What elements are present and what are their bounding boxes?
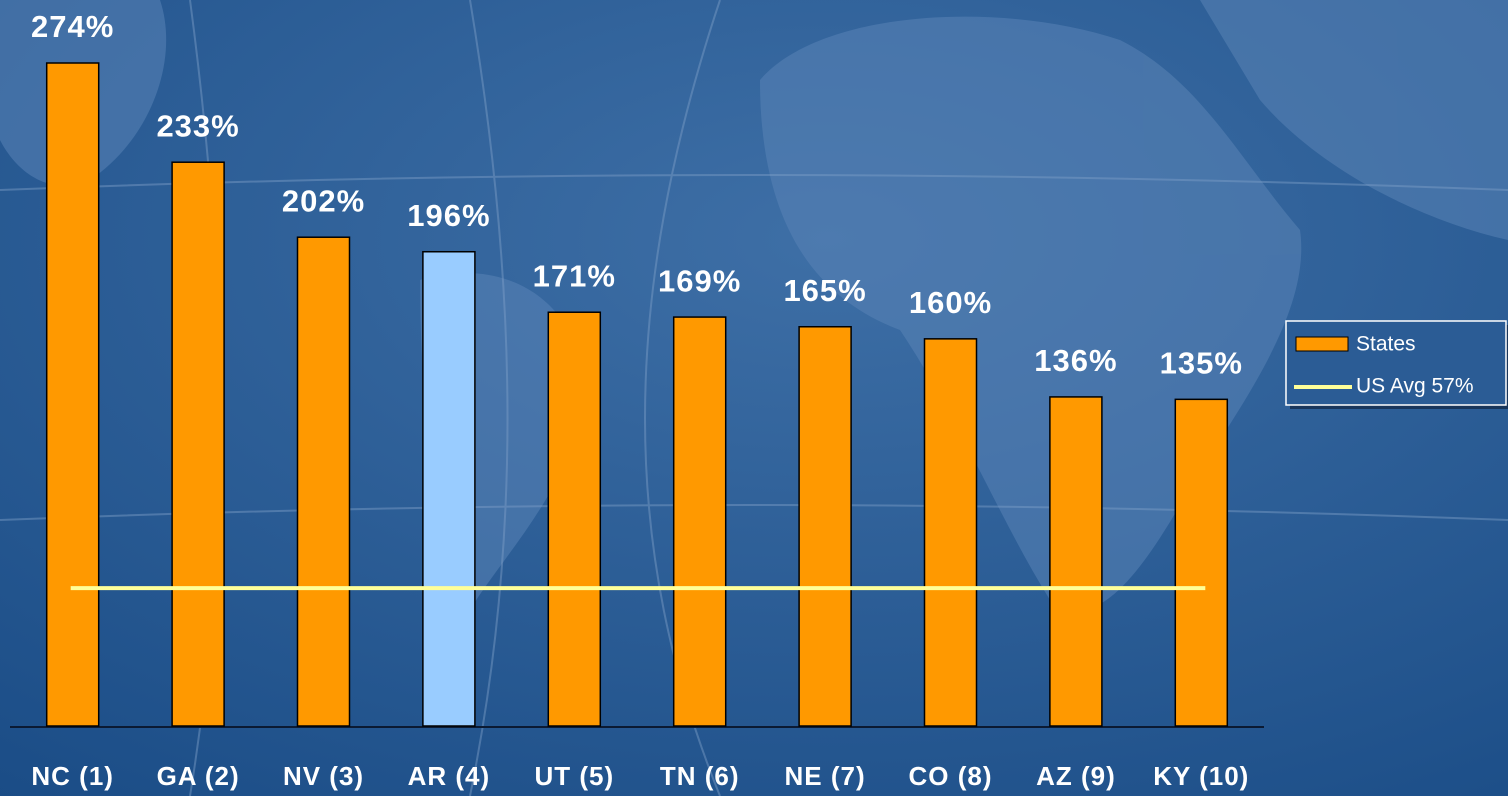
- bar: [923, 338, 978, 727]
- value-label: 165%: [783, 273, 866, 308]
- x-tick-label: NC (1): [31, 761, 114, 791]
- x-tick-label: AZ (9): [1036, 761, 1116, 791]
- legend-box: [1285, 320, 1507, 406]
- bar: [45, 62, 100, 727]
- value-label: 233%: [156, 108, 239, 143]
- value-label: 169%: [658, 263, 741, 298]
- bar: [672, 316, 727, 727]
- value-label: 171%: [533, 258, 616, 293]
- value-label: 160%: [909, 285, 992, 320]
- value-label: 136%: [1034, 343, 1117, 378]
- value-label: 274%: [31, 9, 114, 44]
- value-label: 202%: [282, 183, 365, 218]
- legend: States US Avg 57%: [1285, 320, 1508, 409]
- value-label: 135%: [1160, 346, 1243, 381]
- x-tick-label: UT (5): [534, 761, 614, 791]
- x-tick-label: GA (2): [157, 761, 240, 791]
- bar: [798, 325, 852, 727]
- x-tick-label: KY (10): [1153, 761, 1249, 791]
- x-tick-label: AR (4): [408, 761, 491, 791]
- bar: [1174, 398, 1229, 727]
- bar: [296, 236, 351, 727]
- bar: [1049, 396, 1103, 727]
- x-tick-label: TN (6): [660, 761, 740, 791]
- legend-label: US Avg 57%: [1356, 375, 1474, 398]
- bar: [547, 311, 602, 727]
- legend-label: States: [1356, 333, 1416, 356]
- legend-swatch: [1295, 336, 1349, 352]
- x-tick-label: NE (7): [785, 761, 866, 791]
- x-tick-label: CO (8): [909, 761, 993, 791]
- x-tick-label: NV (3): [283, 761, 364, 791]
- bar: [171, 161, 225, 727]
- bar: [422, 250, 476, 727]
- value-label: 196%: [407, 198, 490, 233]
